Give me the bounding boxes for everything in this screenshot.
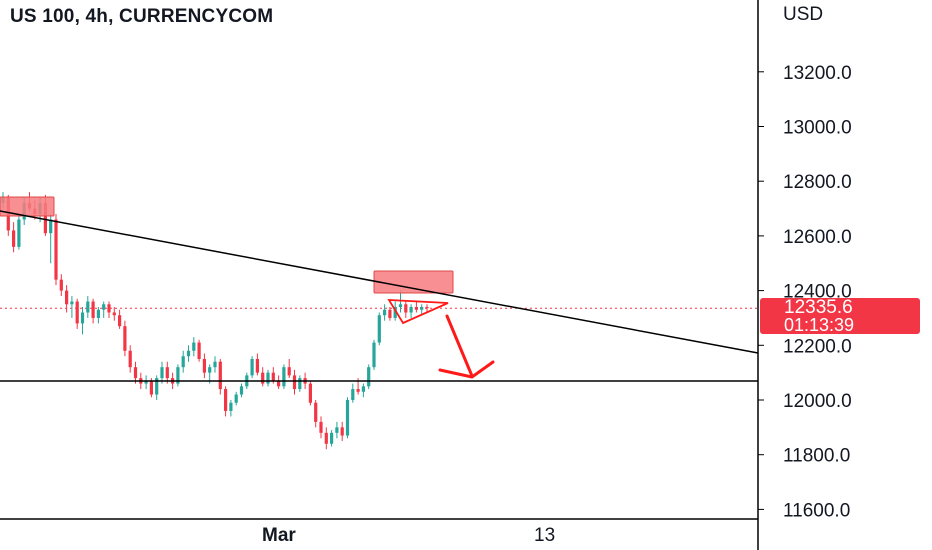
candles-layer <box>1 192 429 450</box>
y-tick-label: 12600.0 <box>783 227 852 248</box>
descending-trendline[interactable] <box>0 210 759 354</box>
candle-down <box>255 358 259 373</box>
candle-up <box>181 356 185 368</box>
x-tick-13: 13 <box>534 525 555 546</box>
candle-down <box>43 203 47 234</box>
candle-up <box>282 367 286 387</box>
candle-down <box>59 279 63 291</box>
y-tick-label: 11800.0 <box>783 446 850 467</box>
candle-down <box>292 375 297 390</box>
candle-up <box>102 304 106 310</box>
candle-down <box>123 326 127 351</box>
candle-down <box>12 230 16 247</box>
candle-up <box>86 301 90 313</box>
last-price-value: 12335.6 <box>784 297 853 318</box>
bar-countdown: 01:13:39 <box>784 315 855 335</box>
candle-up <box>361 386 365 392</box>
candle-down <box>388 309 392 318</box>
candle-up <box>160 367 164 379</box>
candle-up <box>351 389 355 400</box>
candle-down <box>271 372 275 381</box>
candle-up <box>383 309 387 316</box>
candle-down <box>224 389 228 411</box>
last-price-badge: 12335.6 01:13:39 <box>760 298 920 334</box>
down-arrow-head[interactable] <box>438 360 495 379</box>
down-arrow[interactable] <box>445 314 474 378</box>
candle-down <box>404 304 408 313</box>
currency-label[interactable]: USD <box>783 4 824 25</box>
candle-down <box>340 427 344 436</box>
candle-down <box>287 367 291 376</box>
candle-up <box>409 307 413 313</box>
candle-down <box>65 290 69 305</box>
chart-title[interactable]: US 100, 4h, CURRENCYCOM <box>10 6 274 27</box>
candle-down <box>277 380 281 387</box>
triangle-pattern[interactable] <box>387 299 449 325</box>
candle-up <box>398 304 403 308</box>
candle-up <box>250 358 254 376</box>
candle-down <box>425 307 429 309</box>
candle-up <box>345 400 350 436</box>
y-tick-label: 13000.0 <box>783 118 852 139</box>
candle-up <box>49 219 53 234</box>
candle-up <box>144 380 148 384</box>
candle-down <box>197 342 201 359</box>
x-tick-mar: Mar <box>262 525 296 546</box>
candle-down <box>128 350 132 368</box>
price-axis-labels[interactable]: 11600.0 11800.0 12000.0 12200.0 12400.0 12600… <box>758 63 852 522</box>
y-tick-label: 12200.0 <box>783 336 852 357</box>
candle-up <box>266 372 270 384</box>
candle-down <box>414 307 418 310</box>
candle-up <box>96 309 100 318</box>
candle-up <box>234 394 238 403</box>
candle-up <box>192 342 196 351</box>
candle-up <box>239 386 244 395</box>
candle-up <box>330 432 334 444</box>
candle-down <box>107 304 111 313</box>
y-tick-label: 13200.0 <box>783 63 852 84</box>
candle-up <box>367 367 371 387</box>
candle-down <box>356 389 360 392</box>
candle-down <box>218 361 222 390</box>
candle-up <box>372 342 376 368</box>
y-tick-label: 12800.0 <box>783 172 852 193</box>
candle-down <box>314 402 318 422</box>
candle-down <box>149 380 153 395</box>
candle-down <box>91 301 95 318</box>
y-tick-label: 11600.0 <box>783 500 850 521</box>
candle-down <box>319 421 323 433</box>
candle-up <box>229 402 233 411</box>
candle-up <box>377 315 381 343</box>
candle-up <box>208 367 212 373</box>
candle-up <box>213 361 217 368</box>
candle-up <box>17 219 21 247</box>
candle-down <box>112 312 116 316</box>
candle-up <box>298 378 302 390</box>
y-tick-label: 12000.0 <box>783 391 852 412</box>
candle-down <box>118 315 122 327</box>
candle-down <box>261 372 265 384</box>
y-tick-label: 12400.0 <box>783 282 852 303</box>
candle-down <box>202 358 206 373</box>
candle-up <box>393 307 397 318</box>
candle-down <box>165 367 169 379</box>
candle-up <box>80 312 85 324</box>
candle-up <box>335 427 339 433</box>
resistance-zone-right[interactable] <box>373 270 454 294</box>
candle-down <box>75 301 79 324</box>
candle-up <box>420 307 424 310</box>
candle-up <box>70 301 74 305</box>
candle-down <box>54 219 58 280</box>
candle-down <box>308 383 312 403</box>
candle-up <box>176 367 180 384</box>
candle-down <box>133 367 138 379</box>
candle-up <box>186 350 191 357</box>
candle-up <box>155 378 159 395</box>
candle-down <box>324 432 328 444</box>
